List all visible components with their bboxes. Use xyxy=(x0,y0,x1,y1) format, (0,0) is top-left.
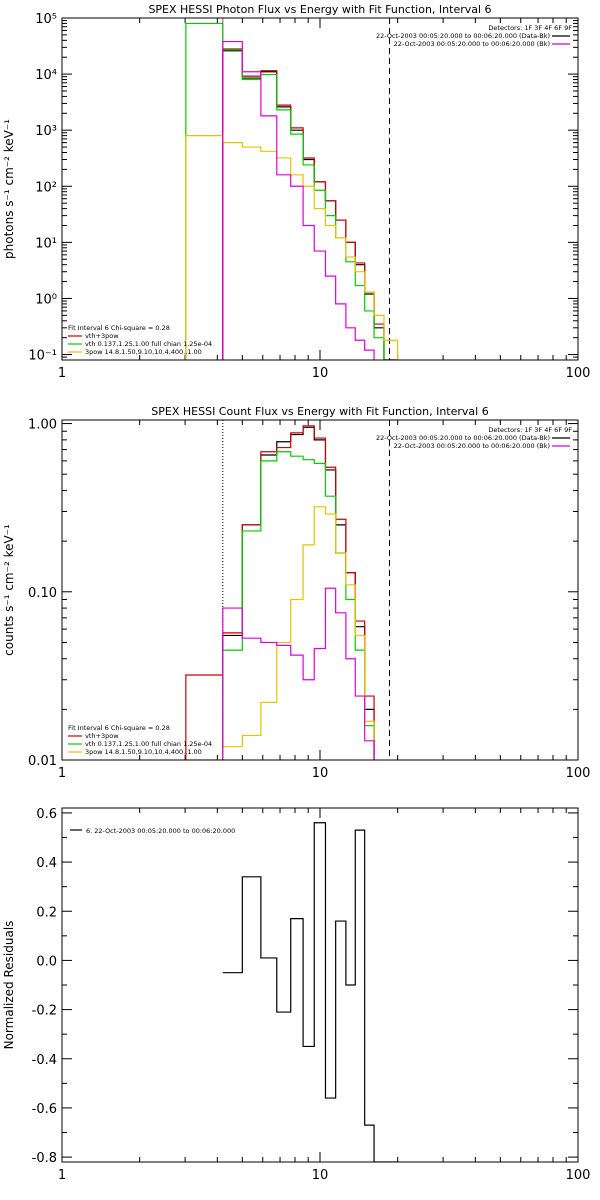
y-axis-label: Normalized Residuals xyxy=(2,921,16,1050)
plot-frame xyxy=(61,807,579,1163)
y-tick-label: -0.8 xyxy=(32,1151,57,1166)
y-tick-label: 10¹ xyxy=(35,236,57,251)
x-tick-label: 10 xyxy=(312,1168,329,1183)
chart-title: SPEX HESSI Photon Flux vs Energy with Fi… xyxy=(148,3,491,16)
legend-entry: 22-Oct-2003 00:05:20.000 to 00:06:20.000… xyxy=(376,32,550,40)
x-tick-label: 100 xyxy=(566,366,591,381)
series-line xyxy=(222,822,399,1162)
y-tick-label: 10³ xyxy=(35,124,57,139)
y-tick-label: 1.00 xyxy=(28,418,57,433)
legend-fit-info: Fit Interval 6 Chi-square = 0.28 xyxy=(68,324,170,332)
plot-frame xyxy=(61,419,579,761)
legend-entry: 22-Oct-2003 00:05:20.000 to 00:06:20.000… xyxy=(394,40,550,48)
y-tick-label: 10⁰ xyxy=(35,292,57,307)
y-tick-label: 0.0 xyxy=(36,954,57,969)
series-group xyxy=(185,22,399,360)
series-line xyxy=(185,135,399,360)
series-group xyxy=(222,822,399,1162)
legend-fit-info: Fit Interval 6 Chi-square = 0.28 xyxy=(68,724,170,732)
y-tick-label: 10⁻¹ xyxy=(28,349,57,364)
legend-entry: vth+3pow xyxy=(85,732,119,740)
x-tick-label: 100 xyxy=(566,1168,591,1183)
legend-entry: vth 0.137,1.25,1.00 full chian 1.25e-04 xyxy=(85,740,212,748)
y-tick-label: 10⁵ xyxy=(35,12,57,27)
series-line xyxy=(222,40,375,360)
x-tick-label: 10 xyxy=(312,366,329,381)
x-tick-label: 1 xyxy=(58,766,66,781)
y-tick-label: 0.6 xyxy=(36,807,57,822)
y-tick-label: -0.4 xyxy=(32,1053,57,1068)
series-line xyxy=(222,587,375,760)
y-tick-label: 0.10 xyxy=(28,586,57,601)
series-line xyxy=(222,451,375,760)
y-tick-label: -0.6 xyxy=(32,1102,57,1117)
y-tick-label: 0.4 xyxy=(36,856,57,871)
plot-frame xyxy=(61,17,579,361)
y-axis-label: photons s⁻¹ cm⁻² keV⁻¹ xyxy=(2,119,16,259)
y-tick-label: -0.2 xyxy=(32,1004,57,1019)
y-tick-label: 10² xyxy=(35,180,57,195)
y-axis-label: counts s⁻¹ cm⁻² keV⁻¹ xyxy=(2,524,16,656)
chart-panel-3: Normalized Residuals 1 10 100 -0.8 -0.6 -0.4 -0… xyxy=(2,807,590,1183)
x-tick-label: 1 xyxy=(58,366,66,381)
x-tick-label: 1 xyxy=(58,1168,66,1183)
legend-entry: 22-Oct-2003 00:05:20.000 to 00:06:20.000… xyxy=(376,434,550,442)
y-tick-label: 10⁴ xyxy=(35,68,57,83)
y-tick-label: 0.2 xyxy=(36,905,57,920)
legend-entry: vth 0.137,1.25,1.00 full chian 1.25e-04 xyxy=(85,340,212,348)
legend-entry: vth+3pow xyxy=(85,332,119,340)
chart-panel-2: SPEX HESSI Count Flux vs Energy with Fit… xyxy=(2,405,590,781)
x-tick-label: 10 xyxy=(312,766,329,781)
legend-detectors: Detectors: 1F 3F 4F 6F 9F xyxy=(488,426,572,434)
series-group xyxy=(185,425,375,760)
series-line xyxy=(185,506,375,760)
legend-entry: 3pow 14.8,1.50,9.10,10.4,400.,1.00 xyxy=(85,748,202,756)
x-tick-label: 100 xyxy=(566,766,591,781)
chart-panel-1: SPEX HESSI Photon Flux vs Energy with Fi… xyxy=(2,3,590,381)
legend-entry: 22-Oct-2003 00:05:20.000 to 00:06:20.000… xyxy=(394,442,550,450)
legend-detectors: Detectors: 1F 3F 4F 6F 9F xyxy=(488,24,572,32)
y-tick-label: 0.01 xyxy=(28,754,57,769)
legend-entry: 3pow 14.8,1.50,9.10,10.4,400.,1.00 xyxy=(85,348,202,356)
legend-entry: 6. 22-Oct-2003 00:05:20.000 to 00:06:20.… xyxy=(86,827,235,835)
chart-title: SPEX HESSI Count Flux vs Energy with Fit… xyxy=(151,405,488,418)
